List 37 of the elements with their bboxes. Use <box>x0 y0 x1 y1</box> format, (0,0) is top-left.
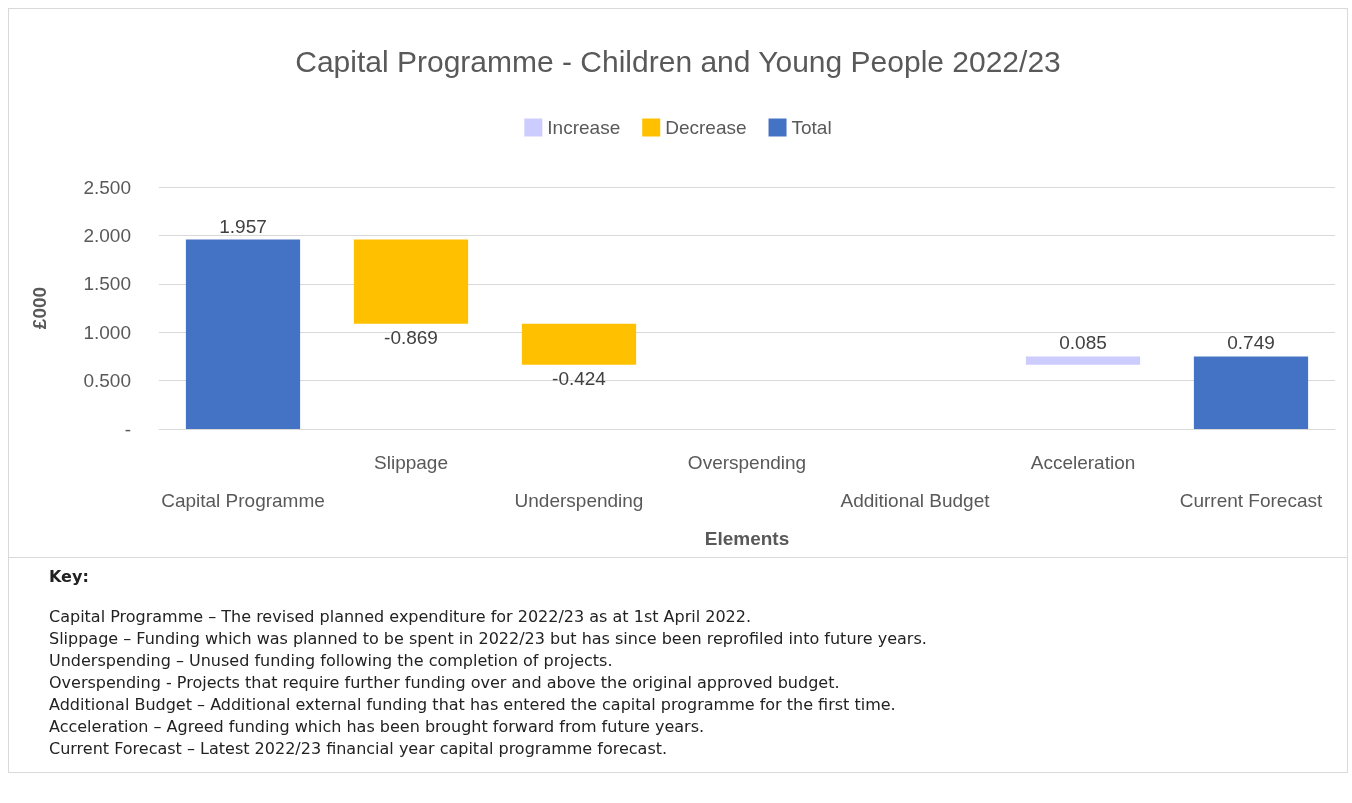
y-tick-label: 1.500 <box>83 273 131 295</box>
text: Key: <box>49 567 89 586</box>
data-label: 1.957 <box>219 215 267 237</box>
y-tick-label: 1.000 <box>83 321 131 343</box>
y-tick-label: - <box>124 418 131 440</box>
bar <box>353 239 469 324</box>
bar <box>521 323 637 365</box>
x-tick-label: Current Forecast <box>1179 490 1323 511</box>
legend-label: Decrease <box>665 117 747 138</box>
legend-label: Increase <box>547 117 621 138</box>
y-tick-label: 2.000 <box>83 224 131 246</box>
data-label: 0.749 <box>1227 332 1275 354</box>
x-axis-title: Elements <box>704 528 790 549</box>
text: Slippage – Funding which was planned to be spent in 2022/23 but has since been reprofiled into future years. <box>49 629 927 648</box>
legend-label: Total <box>791 117 832 138</box>
text: Current Forecast – Latest 2022/23 financial year capital programme forecast. <box>49 739 668 758</box>
chart-title: Capital Programme - Children and Young People 2022/23 <box>295 44 1061 78</box>
bar <box>1025 356 1141 365</box>
bar <box>185 239 301 429</box>
y-axis-title: £000 <box>29 286 50 330</box>
x-tick-label: Capital Programme <box>161 490 325 511</box>
x-tick-label: Acceleration <box>1030 452 1136 473</box>
x-tick-label: Overspending <box>687 452 807 473</box>
text: Additional Budget – Additional external funding that has entered the capital programme for the first time. <box>49 695 896 714</box>
data-label: 0.085 <box>1059 332 1107 354</box>
data-label: -0.869 <box>384 326 438 348</box>
x-tick-label: Slippage <box>374 452 448 473</box>
data-label: -0.424 <box>552 367 607 389</box>
bar <box>1193 356 1309 429</box>
x-tick-label: Underspending <box>514 490 644 511</box>
text: Underspending – Unused funding following the completion of projects. <box>49 651 613 670</box>
y-tick-label: 2.500 <box>83 176 131 198</box>
text: Overspending - Projects that require further funding over and above the original approved budget. <box>49 673 840 692</box>
x-tick-label: Additional Budget <box>840 490 991 511</box>
text: Acceleration – Agreed funding which has been brought forward from future years. <box>49 717 705 736</box>
text: Capital Programme – The revised planned expenditure for 2022/23 as at 1st April 2022. <box>49 607 752 626</box>
y-tick-label: 0.500 <box>83 370 131 392</box>
